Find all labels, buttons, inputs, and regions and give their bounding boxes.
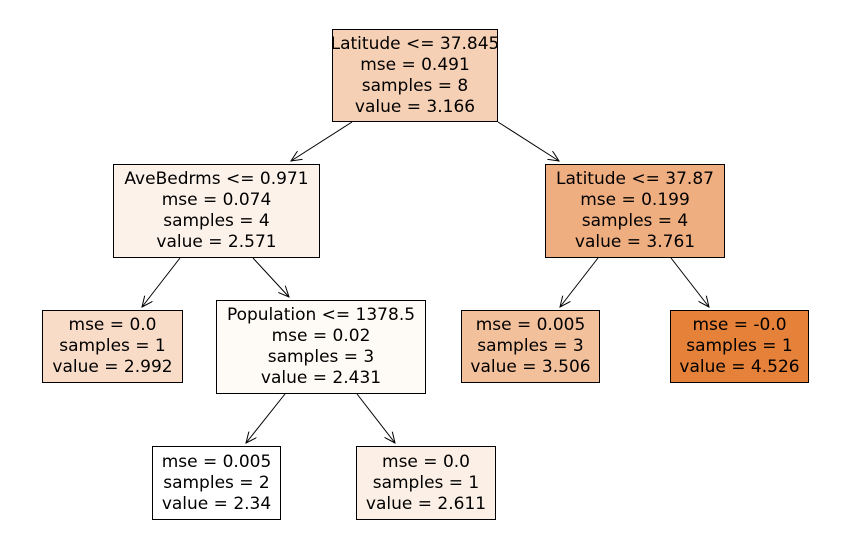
edge-n6-n8 <box>670 257 709 307</box>
node-value: value = 2.431 <box>260 368 382 388</box>
edges-layer <box>142 121 709 443</box>
node-mse: mse = 0.491 <box>360 54 470 75</box>
node-split-condition: Latitude <= 37.87 <box>556 169 714 189</box>
node-samples: samples = 8 <box>361 75 469 96</box>
edge-n3-n5 <box>356 393 395 443</box>
node-mse: mse = -0.0 <box>692 315 787 335</box>
node-samples: samples = 4 <box>163 211 270 231</box>
node-mse: mse = 0.074 <box>161 190 272 210</box>
node-samples: samples = 3 <box>477 336 584 356</box>
node-value: value = 2.571 <box>156 232 277 252</box>
node-mse: mse = 0.0 <box>68 315 157 335</box>
node-value: value = 2.992 <box>52 357 173 377</box>
node-split-condition: Latitude <= 37.845 <box>330 33 500 54</box>
node-split-condition: Population <= 1378.5 <box>226 305 416 325</box>
edge-n1-n2 <box>142 257 181 307</box>
tree-node-n2: mse = 0.0 samples = 1 value = 2.992 <box>42 310 183 383</box>
edge-n1-n3 <box>252 257 289 297</box>
tree-node-n3: Population <= 1378.5 mse = 0.02 samples = … <box>216 300 426 394</box>
tree-node-n0: Latitude <= 37.845 mse = 0.491 samples = 8… <box>330 29 500 122</box>
tree-node-n4: mse = 0.005 samples = 2 value = 2.34 <box>152 446 281 520</box>
node-mse: mse = 0.005 <box>475 315 586 335</box>
node-samples: samples = 2 <box>163 472 270 493</box>
edge-n6-n7 <box>560 257 599 307</box>
node-value: value = 3.761 <box>574 232 696 252</box>
node-value: value = 4.526 <box>679 357 800 377</box>
node-split-condition: AveBedrms <= 0.971 <box>124 169 309 189</box>
edge-n0-n6 <box>497 121 559 161</box>
node-value: value = 3.506 <box>470 357 591 377</box>
tree-node-n5: mse = 0.0 samples = 1 value = 2.611 <box>356 446 496 520</box>
tree-node-n8: mse = -0.0 samples = 1 value = 4.526 <box>670 310 809 383</box>
tree-node-n7: mse = 0.005 samples = 3 value = 3.506 <box>461 310 600 383</box>
node-mse: mse = 0.005 <box>161 451 272 472</box>
node-value: value = 3.166 <box>354 96 476 117</box>
node-mse: mse = 0.0 <box>382 451 470 472</box>
node-samples: samples = 3 <box>267 347 375 367</box>
node-value: value = 2.611 <box>365 493 487 514</box>
tree-node-n1: AveBedrms <= 0.971 mse = 0.074 samples = 4… <box>113 164 320 258</box>
node-samples: samples = 1 <box>686 336 793 356</box>
node-mse: mse = 0.02 <box>271 326 371 346</box>
edge-n0-n1 <box>291 121 353 161</box>
node-mse: mse = 0.199 <box>580 190 690 210</box>
node-samples: samples = 1 <box>59 336 166 356</box>
node-value: value = 2.34 <box>161 493 272 514</box>
node-samples: samples = 4 <box>581 211 689 231</box>
node-samples: samples = 1 <box>372 472 480 493</box>
edge-n3-n4 <box>246 393 286 443</box>
